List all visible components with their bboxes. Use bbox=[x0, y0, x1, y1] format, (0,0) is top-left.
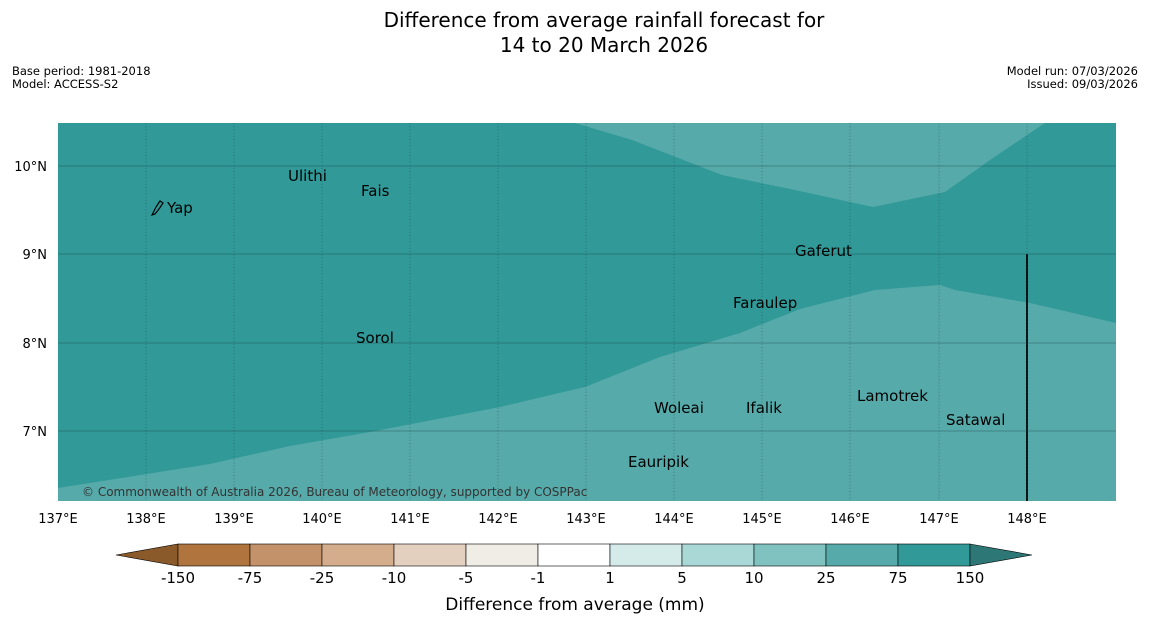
colorbar-tick: -75 bbox=[238, 569, 263, 587]
colorbar-tick: 75 bbox=[888, 569, 907, 587]
place-ulithi: Ulithi bbox=[288, 167, 327, 185]
base-period: Base period: 1981-2018 bbox=[12, 64, 151, 78]
x-tick-144e: 144°E bbox=[654, 512, 694, 527]
colorbar-segment bbox=[537, 543, 611, 567]
colorbar-tick: 25 bbox=[816, 569, 835, 587]
title-line-1: Difference from average rainfall forecas… bbox=[383, 8, 825, 32]
y-tick-9n: 9°N bbox=[23, 248, 48, 263]
colorbar-segment bbox=[321, 543, 395, 567]
colorbar-tick: -1 bbox=[531, 569, 546, 587]
x-tick-142e: 142°E bbox=[478, 512, 518, 527]
x-tick-141e: 141°E bbox=[390, 512, 430, 527]
colorbar-segment bbox=[465, 543, 539, 567]
place-ifalik: Ifalik bbox=[746, 399, 782, 417]
map-plot-area: Yap Ulithi Fais Gaferut Faraulep Sorol W… bbox=[58, 123, 1116, 501]
colorbar-segment bbox=[825, 543, 899, 567]
meta-left: Base period: 1981-2018 Model: ACCESS-S2 bbox=[12, 65, 151, 91]
x-tick-137e: 137°E bbox=[38, 512, 78, 527]
y-axis-labels: 10°N 9°N 8°N 7°N bbox=[14, 160, 47, 440]
issued-date: Issued: 09/03/2026 bbox=[1027, 77, 1138, 91]
colorbar-tick: -25 bbox=[310, 569, 335, 587]
colorbar-tick: 5 bbox=[677, 569, 687, 587]
colorbar-tick: 1 bbox=[605, 569, 615, 587]
y-tick-8n: 8°N bbox=[23, 337, 48, 352]
colorbar-extend-high bbox=[969, 543, 1033, 567]
place-faraulep: Faraulep bbox=[733, 294, 797, 312]
colorbar-tick: -150 bbox=[161, 569, 195, 587]
y-tick-10n: 10°N bbox=[14, 160, 47, 175]
map-title: Difference from average rainfall forecas… bbox=[0, 8, 1150, 58]
meta-right: Model run: 07/03/2026 Issued: 09/03/2026 bbox=[1007, 65, 1138, 91]
x-tick-145e: 145°E bbox=[742, 512, 782, 527]
y-tick-7n: 7°N bbox=[23, 425, 48, 440]
colorbar-segment bbox=[249, 543, 323, 567]
region-25-75-south bbox=[58, 285, 1116, 501]
colorbar-label: Difference from average (mm) bbox=[445, 595, 704, 615]
model-name: Model: ACCESS-S2 bbox=[12, 77, 119, 91]
colorbar-tick: 10 bbox=[744, 569, 763, 587]
place-sorol: Sorol bbox=[356, 329, 394, 347]
colorbar-segment bbox=[753, 543, 827, 567]
colorbar-tick: -5 bbox=[459, 569, 474, 587]
region-25-75-north bbox=[575, 123, 1045, 207]
place-satawal: Satawal bbox=[946, 411, 1005, 429]
title-line-2: 14 to 20 March 2026 bbox=[499, 33, 709, 57]
x-tick-140e: 140°E bbox=[302, 512, 342, 527]
colorbar-segment bbox=[393, 543, 467, 567]
colorbar-tick: -10 bbox=[382, 569, 407, 587]
place-woleai: Woleai bbox=[654, 399, 704, 417]
colorbar-segment bbox=[609, 543, 683, 567]
x-axis-labels: 137°E 138°E 139°E 140°E 141°E 142°E 143°… bbox=[38, 512, 1047, 527]
colorbar-segment bbox=[681, 543, 755, 567]
model-run: Model run: 07/03/2026 bbox=[1006, 64, 1138, 78]
x-tick-146e: 146°E bbox=[830, 512, 870, 527]
colorbar-extend-low bbox=[115, 543, 179, 567]
copyright-notice: © Commonwealth of Australia 2026, Bureau… bbox=[82, 485, 587, 499]
lat-lines bbox=[58, 165, 1116, 432]
x-tick-148e: 148°E bbox=[1007, 512, 1047, 527]
colorbar: -150 -75 -25 -10 -5 -1 1 5 10 25 75 150 bbox=[115, 543, 1033, 587]
x-tick-139e: 139°E bbox=[214, 512, 254, 527]
place-fais: Fais bbox=[361, 182, 390, 200]
colorbar-segment bbox=[897, 543, 971, 567]
place-lamotrek: Lamotrek bbox=[857, 387, 928, 405]
place-yap: Yap bbox=[166, 199, 193, 217]
place-eauripik: Eauripik bbox=[628, 453, 689, 471]
x-tick-138e: 138°E bbox=[126, 512, 166, 527]
x-tick-143e: 143°E bbox=[566, 512, 606, 527]
colorbar-segment bbox=[177, 543, 251, 567]
place-gaferut: Gaferut bbox=[795, 242, 852, 260]
graticule bbox=[145, 123, 1028, 501]
colorbar-tick: 150 bbox=[956, 569, 985, 587]
yap-island-icon bbox=[150, 200, 164, 217]
x-tick-147e: 147°E bbox=[919, 512, 959, 527]
